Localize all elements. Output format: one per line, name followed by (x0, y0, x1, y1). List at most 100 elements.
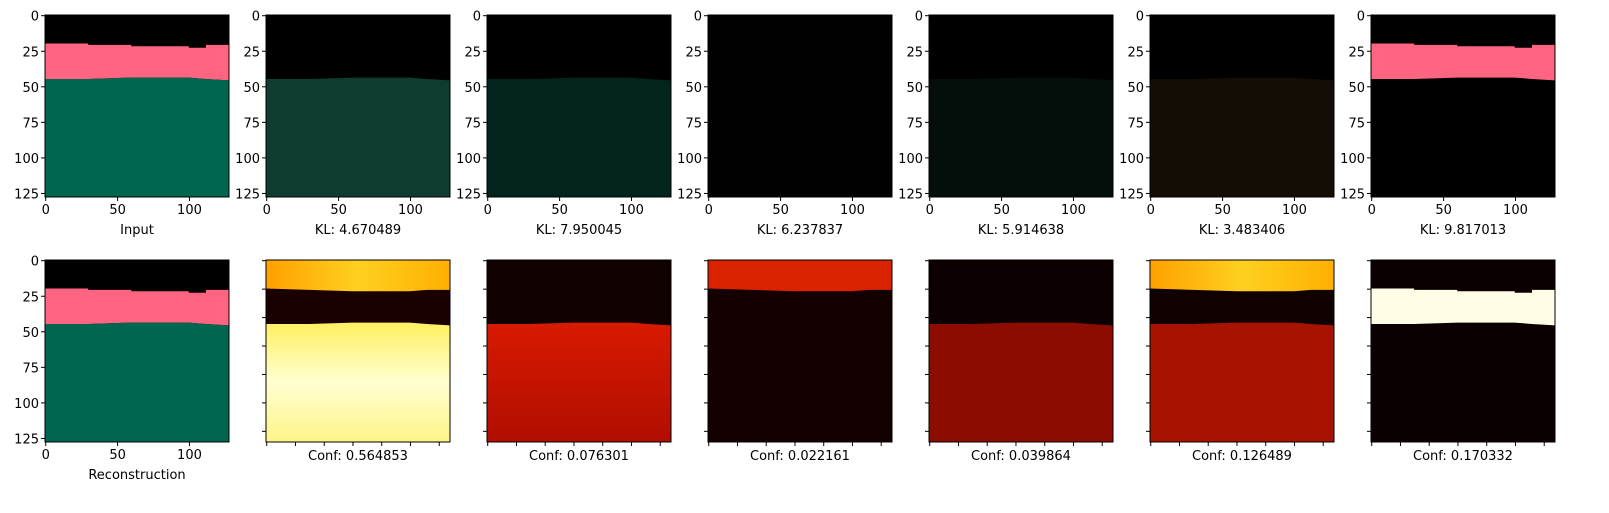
panel-label: Conf: 0.170332 (1413, 449, 1513, 464)
image-region (929, 322, 1113, 442)
y-tick-label: 75 (1348, 116, 1365, 131)
y-tick-label: 50 (1127, 81, 1144, 96)
y-tick-label: 0 (694, 10, 702, 25)
image-region (45, 43, 229, 81)
x-tick-label: 50 (109, 448, 126, 463)
x-tick-label: 0 (42, 203, 50, 218)
x-tick-label: 0 (705, 203, 713, 218)
y-tick-label: 0 (1136, 10, 1144, 25)
image-region (1371, 43, 1555, 81)
panel-label: KL: 6.237837 (757, 223, 843, 238)
y-tick-label: 0 (473, 10, 481, 25)
image-background (708, 15, 892, 197)
axes-frame (707, 14, 893, 198)
x-tick-label: 50 (551, 203, 568, 218)
panel-label: Conf: 0.022161 (750, 449, 850, 464)
y-tick-label: 100 (14, 397, 39, 412)
x-tick-label: 0 (484, 203, 492, 218)
axes-frame (265, 14, 451, 198)
panel: 0 50 100 0 25 50 75 100 125 KL: 7.950045 (456, 10, 672, 238)
panel-label: Conf: 0.039864 (971, 449, 1071, 464)
y-tick-label: 50 (464, 81, 481, 96)
y-tick-label: 0 (1357, 10, 1365, 25)
panel: 0 50 100 0 25 50 75 100 125 Input (14, 10, 230, 238)
axes-frame (44, 259, 230, 443)
image-background (1371, 260, 1555, 442)
y-tick-label: 100 (898, 152, 923, 167)
y-tick-label: 50 (243, 81, 260, 96)
y-tick-label: 75 (22, 116, 39, 131)
image (708, 15, 892, 197)
x-tick-label: 0 (1368, 203, 1376, 218)
y-tick-label: 100 (235, 152, 260, 167)
y-tick-label: 100 (456, 152, 481, 167)
axes-frame (928, 14, 1114, 198)
x-tick-label: 100 (619, 203, 644, 218)
panel: 0 50 100 0 25 50 75 100 125 Reconstruction (14, 255, 230, 483)
y-tick-label: 50 (1348, 81, 1365, 96)
panel-label: Reconstruction (88, 468, 185, 483)
axes-frame (486, 259, 672, 443)
y-tick-label: 75 (685, 116, 702, 131)
image-region (708, 260, 892, 292)
panel-label: Input (120, 223, 154, 238)
x-tick-label: 0 (263, 203, 271, 218)
image (1371, 15, 1555, 197)
panel: Conf: 0.039864 (925, 259, 1114, 464)
image-background (1371, 15, 1555, 197)
y-tick-label: 100 (677, 152, 702, 167)
x-tick-label: 0 (926, 203, 934, 218)
panel-label: KL: 5.914638 (978, 223, 1064, 238)
y-tick-label: 125 (898, 187, 923, 202)
y-tick-label: 50 (22, 326, 39, 341)
image-region (1371, 288, 1555, 326)
x-tick-label: 50 (1214, 203, 1231, 218)
image-region (45, 322, 229, 442)
image-region (1150, 260, 1334, 292)
axes-frame (1149, 259, 1335, 443)
panel-label: KL: 3.483406 (1199, 223, 1285, 238)
image (708, 260, 892, 442)
y-tick-label: 25 (685, 45, 702, 60)
x-tick-label: 100 (1061, 203, 1086, 218)
x-tick-label: 50 (993, 203, 1010, 218)
image-region (929, 77, 1113, 197)
image (266, 15, 450, 197)
image (1150, 260, 1334, 442)
x-tick-label: 50 (330, 203, 347, 218)
panel-label: Conf: 0.126489 (1192, 449, 1292, 464)
image (266, 260, 450, 442)
axes-frame (1149, 14, 1335, 198)
panel: 0 50 100 0 25 50 75 100 125 KL: 4.670489 (235, 10, 451, 238)
x-tick-label: 100 (840, 203, 865, 218)
image-region (266, 260, 450, 292)
panel-label: KL: 4.670489 (315, 223, 401, 238)
panel: 0 50 100 0 25 50 75 100 125 KL: 6.237837 (677, 10, 893, 238)
image-region (1150, 322, 1334, 442)
y-tick-label: 125 (14, 187, 39, 202)
axes-frame (486, 14, 672, 198)
y-tick-label: 125 (456, 187, 481, 202)
x-tick-label: 0 (1147, 203, 1155, 218)
y-tick-label: 50 (685, 81, 702, 96)
axes-frame (1370, 14, 1556, 198)
x-tick-label: 50 (772, 203, 789, 218)
image (45, 15, 229, 197)
x-tick-label: 50 (1435, 203, 1452, 218)
image-region (266, 322, 450, 442)
x-tick-label: 0 (42, 448, 50, 463)
image (45, 260, 229, 442)
panel: 0 50 100 0 25 50 75 100 125 KL: 9.817013 (1340, 10, 1556, 238)
x-tick-label: 100 (398, 203, 423, 218)
image-region (487, 322, 671, 442)
y-tick-label: 75 (464, 116, 481, 131)
image (487, 15, 671, 197)
axes-frame (1370, 259, 1556, 443)
image-region (45, 77, 229, 197)
image-region (266, 77, 450, 197)
y-tick-label: 0 (915, 10, 923, 25)
axes-frame (707, 259, 893, 443)
y-tick-label: 125 (235, 187, 260, 202)
panel-label: KL: 7.950045 (536, 223, 622, 238)
y-tick-label: 25 (22, 45, 39, 60)
